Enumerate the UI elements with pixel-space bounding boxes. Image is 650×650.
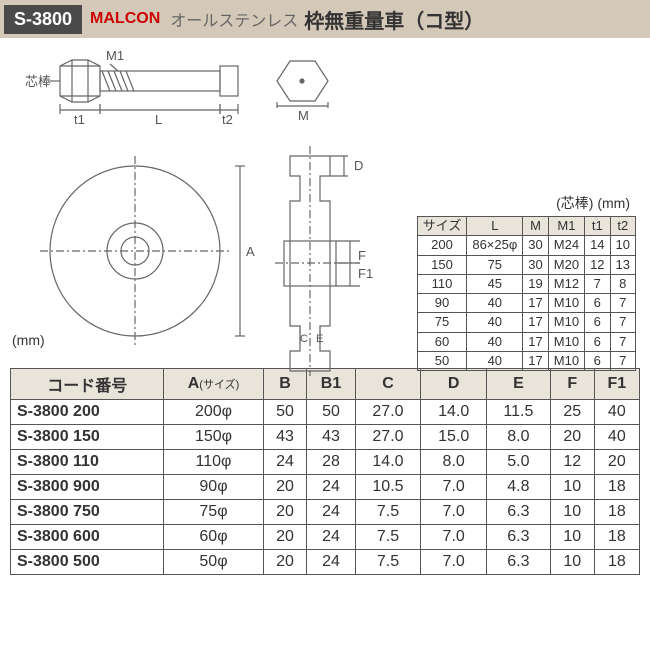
technical-drawing-icon: 芯棒 M1 t1 L t2 M A D F F1 C E B B1 [10,46,390,376]
table-row: S-3800 75075φ20247.57.06.31018 [11,500,640,525]
label-d: D [354,158,363,173]
small-table-header: サイズ [417,217,467,236]
main-table-header: E [487,369,551,400]
label-e: E [316,333,323,345]
table-row: 504017M1067 [417,351,635,370]
header-bar: S-3800 MALCON オールステンレス 枠無重量車（コ型） [0,0,650,38]
table-row: 1507530M201213 [417,255,635,274]
small-table-header: M [523,217,548,236]
small-table-header: M1 [548,217,584,236]
shinbou-table: サイズLMM1t1t2 20086×25φ30M2414101507530M20… [417,216,636,371]
title-material: オールステンレス [170,7,298,31]
table-row: 904017M1067 [417,294,635,313]
small-table-header: t1 [585,217,610,236]
title-product: 枠無重量車（コ型） [304,5,484,34]
label-c: C [300,333,308,345]
label-t2: t2 [222,112,233,127]
main-table-header: D [421,369,487,400]
table-row: 20086×25φ30M241410 [417,236,635,255]
table-row: S-3800 110110φ242814.08.05.01220 [11,450,640,475]
model-badge: S-3800 [4,5,82,34]
shinbou-caption: (芯棒) (mm) [556,193,630,213]
label-a: A [246,244,255,259]
label-f: F [358,248,366,263]
dimension-table: コード番号A(サイズ)BB1CDEFF1 S-3800 200200φ50502… [10,368,640,575]
table-row: 1104519M1278 [417,274,635,293]
table-row: S-3800 90090φ202410.57.04.81018 [11,475,640,500]
table-row: S-3800 200200φ505027.014.011.52540 [11,400,640,425]
label-l: L [155,112,162,127]
small-table-header: L [467,217,523,236]
diagram-area: 芯棒 M1 t1 L t2 M A D F F1 C E B B1 (芯棒) (… [0,38,650,368]
main-table-header: F [550,369,594,400]
small-table-header: t2 [610,217,635,236]
table-row: S-3800 150150φ434327.015.08.02040 [11,425,640,450]
label-f1: F1 [358,266,373,281]
table-row: S-3800 60060φ20247.57.06.31018 [11,525,640,550]
table-row: 604017M1067 [417,332,635,351]
table-row: S-3800 50050φ20247.57.06.31018 [11,550,640,575]
mm-label: (mm) [12,332,45,348]
label-m: M [298,108,309,123]
label-t1: t1 [74,112,85,127]
table-row: 754017M1067 [417,313,635,332]
label-shinbou: 芯棒 [25,74,51,89]
main-table-header: F1 [594,369,639,400]
brand-label: MALCON [90,10,160,28]
label-m1: M1 [106,48,124,63]
